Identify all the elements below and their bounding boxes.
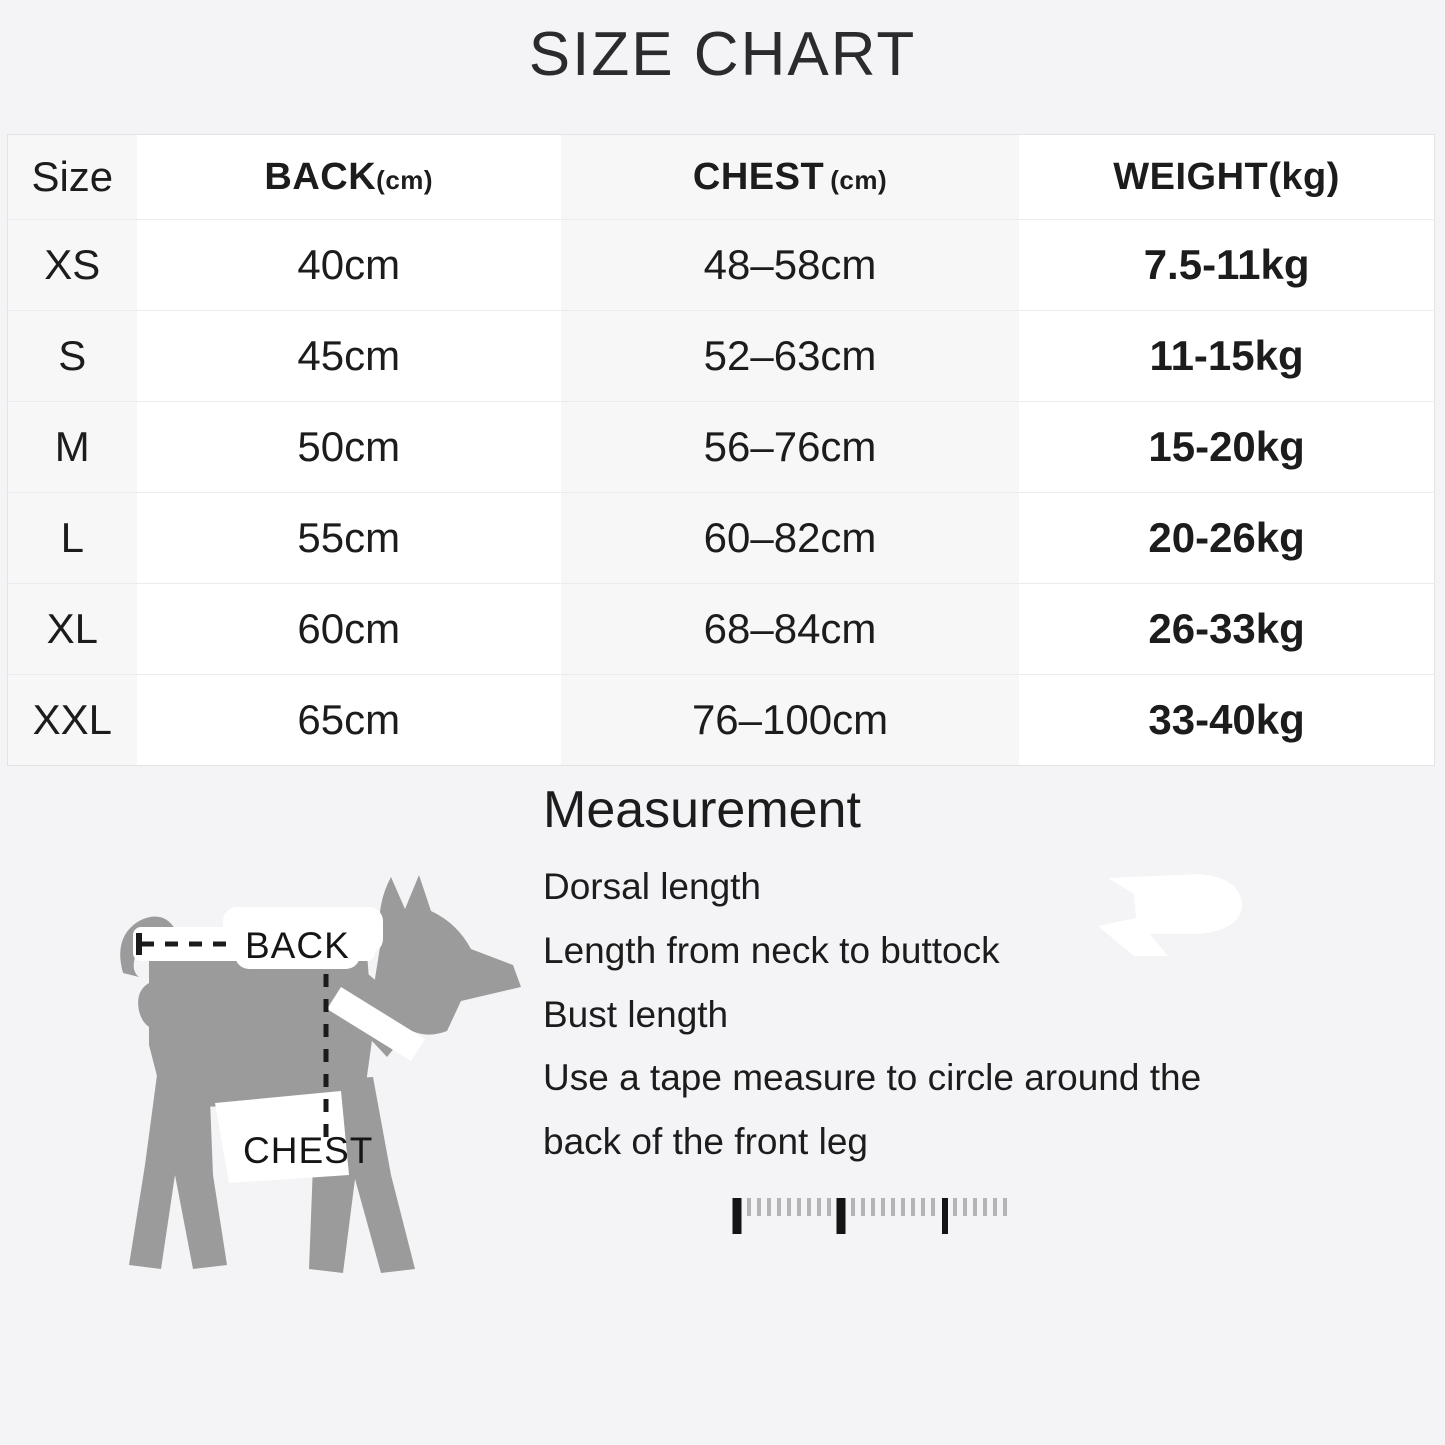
cell-size: S <box>7 310 137 402</box>
cell-size: M <box>7 401 137 493</box>
cell-size: XS <box>7 219 137 311</box>
table-row: S 45cm 52–63cm 11-15kg <box>7 310 1435 402</box>
table-header-row: Size BACK(cm) CHEST (cm) WEIGHT(kg) <box>7 134 1435 220</box>
column-header-chest-text: CHEST <box>692 155 825 198</box>
column-header-chest-unit: (cm) <box>830 164 888 195</box>
column-header-back-text: BACK <box>264 155 377 198</box>
measurement-dorsal-label: Dorsal length <box>543 866 762 908</box>
cell-back: 55cm <box>136 492 561 584</box>
column-header-size: Size <box>7 134 137 220</box>
cell-weight: 15-20kg <box>1019 401 1435 493</box>
cell-back: 50cm <box>136 401 561 493</box>
page-title: SIZE CHART <box>528 20 917 89</box>
table-row: L 55cm 60–82cm 20-26kg <box>7 492 1435 584</box>
cell-chest: 76–100cm <box>560 674 1020 766</box>
cell-weight: 7.5-11kg <box>1019 219 1435 311</box>
cell-chest: 56–76cm <box>560 401 1020 493</box>
table-row: XXL 65cm 76–100cm 33-40kg <box>7 674 1435 766</box>
measurement-section: Measurement Dorsal length Length from ne… <box>543 780 1303 1173</box>
measurement-dorsal-description: Length from neck to buttock <box>543 929 1000 971</box>
column-header-back-unit: (cm) <box>376 164 434 195</box>
cell-weight: 20-26kg <box>1019 492 1435 584</box>
cell-chest: 52–63cm <box>560 310 1020 402</box>
measurement-title: Measurement <box>543 781 861 839</box>
cell-back: 65cm <box>297 696 401 743</box>
cell-size: XXL <box>7 674 137 766</box>
cell-back: 40cm <box>136 219 561 311</box>
dog-measurement-diagram: BACK CHEST <box>105 845 565 1295</box>
cell-chest: 48–58cm <box>560 219 1020 311</box>
cell-back: 60cm <box>136 583 561 675</box>
cell-weight: 33-40kg <box>1148 696 1305 743</box>
cell-weight: 26-33kg <box>1019 583 1435 675</box>
column-header-chest: CHEST (cm) <box>560 134 1020 220</box>
diagram-label-chest: CHEST <box>243 1130 374 1171</box>
table-row: XS 40cm 48–58cm 7.5-11kg <box>7 219 1435 311</box>
table-row: XL 60cm 68–84cm 26-33kg <box>7 583 1435 675</box>
cell-weight: 11-15kg <box>1019 310 1435 402</box>
size-chart-table: Size BACK(cm) CHEST (cm) WEIGHT(kg) XS 40… <box>7 134 1435 766</box>
measurement-bust-label: Bust length <box>543 993 729 1035</box>
cell-chest: 60–82cm <box>560 492 1020 584</box>
column-header-back: BACK(cm) <box>136 134 561 220</box>
cell-size: L <box>7 492 137 584</box>
cell-chest: 68–84cm <box>560 583 1020 675</box>
diagram-label-back: BACK <box>235 923 360 969</box>
dog-silhouette-icon <box>120 875 521 1273</box>
cell-size: XL <box>7 583 137 675</box>
tape-measure-icon <box>727 1192 1012 1240</box>
column-header-weight: WEIGHT(kg) <box>1019 134 1435 220</box>
cell-back: 45cm <box>136 310 561 402</box>
table-row: M 50cm 56–76cm 15-20kg <box>7 401 1435 493</box>
table-body: XS 40cm 48–58cm 7.5-11kg S 45cm 52–63cm … <box>7 219 1435 766</box>
measurement-bust-description: Use a tape measure to circle around the … <box>543 1057 1202 1162</box>
